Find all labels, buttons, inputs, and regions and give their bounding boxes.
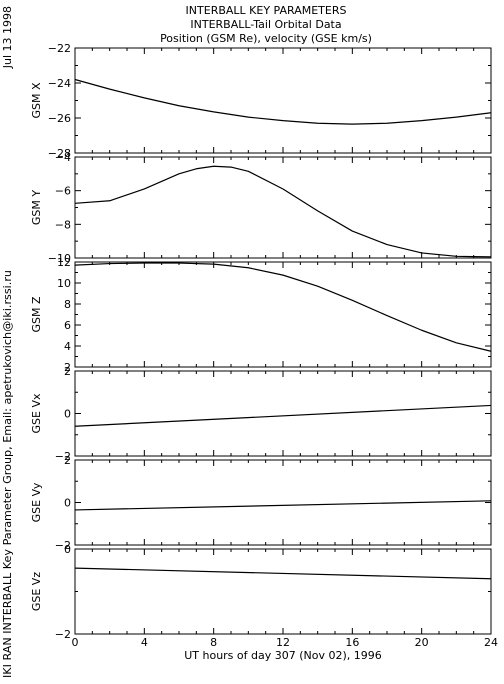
y-axis-label: GSE Vy (30, 482, 43, 522)
y-axis-label: GSM X (30, 82, 43, 118)
x-tick-label: 4 (141, 636, 148, 649)
x-tick-label: 24 (484, 636, 498, 649)
panel-frame (74, 370, 492, 457)
x-tick-label: 20 (415, 636, 429, 649)
y-tick-label: 10 (57, 277, 71, 290)
series-line-6 (74, 567, 492, 580)
credit-line: IKI RAN INTERBALL Key Parameter Group, E… (1, 270, 14, 678)
panel-frame (74, 47, 492, 154)
y-tick-label: −4 (55, 151, 71, 164)
y-tick-label: 2 (64, 365, 71, 378)
date-stamp: Jul 13 1998 (1, 6, 14, 69)
x-axis-label: UT hours of day 307 (Nov 02), 1996 (184, 649, 382, 662)
panel-4: 2 0 −2 GSE Vx (30, 365, 492, 463)
panel-2: −4 −6 −8 −10 GSM Y (30, 151, 492, 265)
y-axis-label: GSE Vz (30, 572, 43, 611)
y-tick-label: −24 (48, 77, 71, 90)
y-axis-label: GSM Y (30, 190, 43, 225)
y-tick-label: −2 (55, 539, 71, 552)
y-tick-label: 6 (64, 319, 71, 332)
x-tick-label: 12 (276, 636, 290, 649)
panel-frame (74, 261, 492, 368)
panel-5: 2 0 −2 GSE Vy (30, 454, 492, 552)
y-tick-label: 8 (64, 298, 71, 311)
y-tick-label: 2 (64, 361, 71, 374)
series-line-2 (74, 165, 492, 258)
chart-title-line-3: Position (GSM Re), velocity (GSE km/s) (160, 32, 372, 45)
y-tick-label: 0 (64, 543, 71, 556)
y-tick-label: −26 (48, 112, 71, 125)
panel-1: −22 −24 −26 −28 GSM X (30, 42, 492, 160)
chart-title-line-1: INTERBALL KEY PARAMETERS (186, 4, 347, 17)
y-axis-label: GSM Z (30, 296, 43, 332)
series-line-5 (74, 500, 492, 511)
y-axis-label: GSE Vx (30, 393, 43, 433)
panel-3: 12 10 8 6 4 2 GSM Z (30, 256, 492, 374)
panel-frame (74, 548, 492, 635)
y-tick-label: −6 (55, 185, 71, 198)
y-tick-label: −2 (55, 450, 71, 463)
chart-title-line-2: INTERBALL-Tail Orbital Data (190, 18, 341, 31)
y-tick-label: 0 (64, 408, 71, 421)
y-tick-label: 12 (57, 256, 71, 269)
x-tick-label: 8 (210, 636, 217, 649)
series-line-3 (74, 262, 492, 352)
y-tick-label: 2 (64, 454, 71, 467)
y-tick-label: 0 (64, 497, 71, 510)
y-tick-label: −10 (48, 252, 71, 265)
x-tick-label: 16 (345, 636, 359, 649)
y-tick-label: −28 (48, 147, 71, 160)
series-line-1 (74, 78, 492, 125)
x-tick-label: 0 (72, 636, 79, 649)
series-line-4 (74, 404, 492, 427)
panel-6: 0 −2 GSE Vz (30, 543, 492, 641)
y-tick-label: 4 (64, 340, 71, 353)
y-tick-label: −8 (55, 218, 71, 231)
panel-frame (74, 156, 492, 259)
y-tick-label: −2 (55, 628, 71, 641)
y-tick-label: −22 (48, 42, 71, 55)
